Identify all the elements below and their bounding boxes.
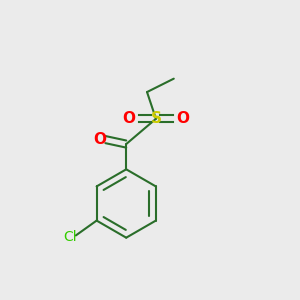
Text: O: O <box>176 111 189 126</box>
Text: O: O <box>123 111 136 126</box>
Text: Cl: Cl <box>63 230 77 244</box>
Text: O: O <box>93 132 106 147</box>
Text: S: S <box>150 111 161 126</box>
